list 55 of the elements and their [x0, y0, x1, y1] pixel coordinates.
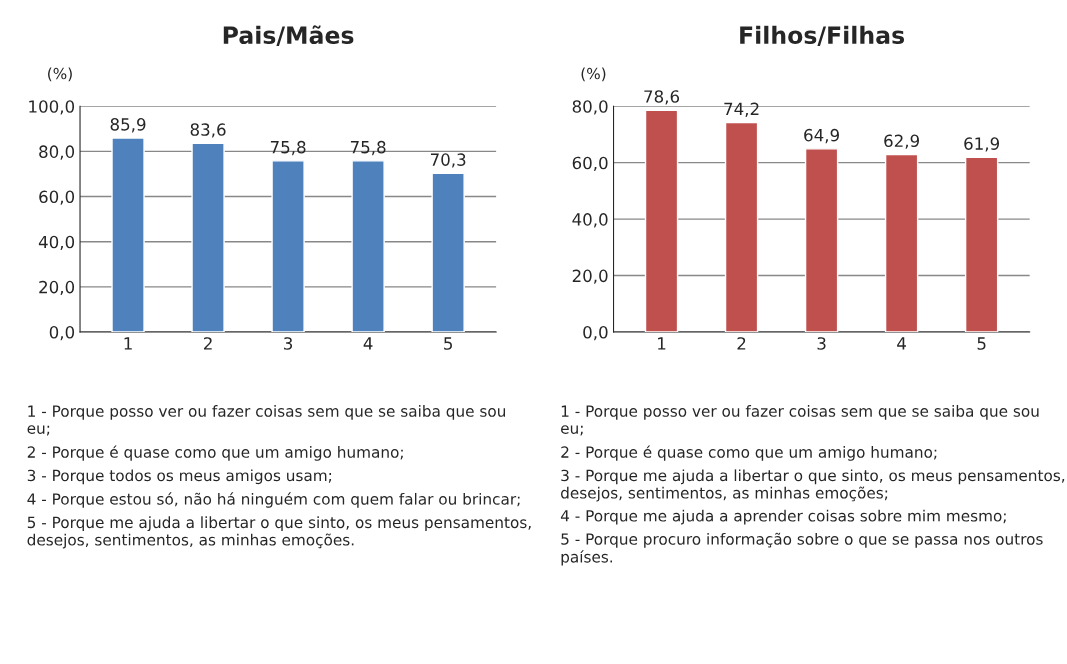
- y-tick-label: 20,0: [572, 269, 608, 284]
- bar: [884, 153, 919, 332]
- y-tick-label: 60,0: [572, 156, 608, 171]
- data-label: 61,9: [964, 137, 1000, 152]
- y-tick-label: 20,0: [39, 280, 75, 296]
- x-tick-label: 2: [737, 337, 746, 350]
- text: 4 - Porque estou só, não há ninguém com quem falar ou brincar;: [27, 492, 520, 508]
- bar: [271, 160, 305, 332]
- bar: [804, 148, 839, 332]
- data-label: 70,3: [430, 153, 466, 168]
- text: 2 - Porque é quase como que um amigo humano;: [561, 445, 937, 461]
- text: 5 - Porque me ajuda a libertar o que sinto, os meus pensamentos, desejos, sentimentos, as minhas emoções.: [27, 516, 531, 549]
- y-tick-label: 80,0: [572, 100, 608, 115]
- x-tick-label: 4: [363, 337, 373, 350]
- bar: [111, 137, 145, 332]
- data-label: 75,8: [350, 140, 386, 156]
- x-tick-label: 3: [817, 337, 826, 350]
- y-axis-title: (%): [581, 67, 606, 82]
- bar: [644, 109, 679, 332]
- x-tick-label: 2: [203, 337, 212, 350]
- y-tick-label: 40,0: [572, 213, 608, 228]
- text: 4 - Porque me ajuda a aprender coisas sobre mim mesmo;: [560, 509, 1006, 525]
- y-tick-label: 80,0: [39, 145, 75, 160]
- x-tick-label: 5: [444, 337, 452, 350]
- bar: [351, 160, 385, 332]
- x-tick-label: 5: [977, 337, 986, 350]
- y-tick-label: 0,0: [583, 325, 608, 341]
- y-tick-label: 40,0: [38, 235, 75, 250]
- bar: [724, 121, 759, 332]
- chart-title: Pais/Mães: [223, 25, 354, 46]
- text: 3 - Porque todos os meus amigos usam;: [27, 469, 332, 485]
- data-label: 85,9: [110, 118, 146, 133]
- x-tick-label: 4: [897, 337, 906, 350]
- x-tick-label: 1: [124, 337, 132, 350]
- data-label: 62,9: [884, 134, 919, 149]
- text: 1 - Porque posso ver ou fazer coisas sem que se saiba que sou eu;: [27, 405, 506, 436]
- bar: [191, 142, 225, 332]
- data-label: 78,6: [644, 90, 680, 105]
- data-label: 64,9: [804, 128, 839, 144]
- text: 2 - Porque é quase como que um amigo humano;: [27, 445, 403, 461]
- text: 3 - Porque me ajuda a libertar o que sinto, os meus pensamentos, desejos, sentimentos, as minhas emoções;: [561, 469, 1065, 502]
- text: 1 - Porque posso ver ou fazer coisas sem que se saiba que sou eu;: [561, 405, 1039, 436]
- data-label: 74,2: [724, 102, 759, 117]
- text: 5 - Porque procuro informação sobre o que se passa nos outros países.: [561, 532, 1043, 566]
- y-tick-label: 100,0: [29, 100, 75, 115]
- data-label: 83,6: [190, 123, 226, 138]
- bar: [964, 156, 999, 332]
- y-tick-label: 60,0: [39, 190, 75, 205]
- x-tick-label: 3: [284, 337, 293, 350]
- x-tick-label: 1: [658, 337, 666, 350]
- bar: [431, 172, 465, 332]
- y-axis-title: (%): [48, 67, 72, 82]
- data-label: 75,8: [270, 140, 306, 156]
- chart-title: Filhos/Filhas: [740, 25, 905, 46]
- y-tick-label: 0,0: [49, 325, 75, 341]
